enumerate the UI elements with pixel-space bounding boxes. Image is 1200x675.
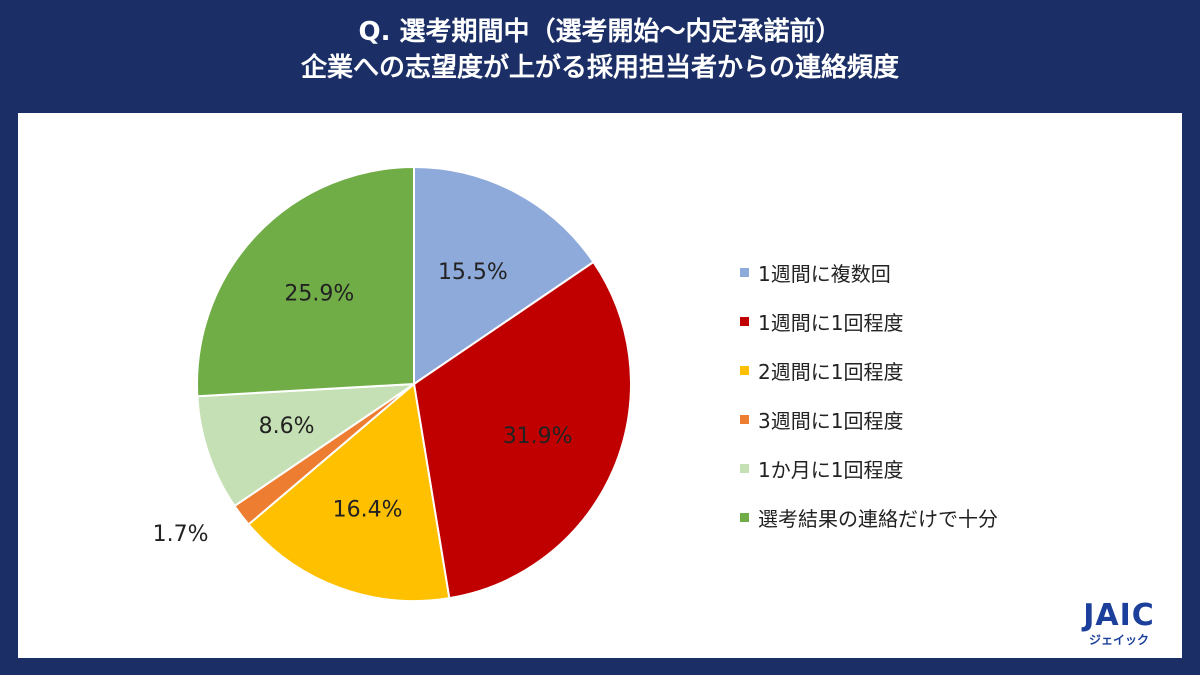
logo-mark: JAIC [1083, 598, 1155, 633]
data-label-once-per-3-weeks: 1.7% [153, 522, 209, 547]
pie-slice-multiple-per-week [413, 165, 595, 386]
pie-slice-result-only [196, 165, 415, 398]
legend-swatch [740, 366, 749, 375]
title-line-1: Q. 選考期間中（選考開始～内定承諾前） [358, 17, 842, 47]
legend-item: 3週間に1回程度 [740, 395, 998, 444]
logo-kana: ジェイック [1088, 633, 1149, 647]
legend-item: 1週間に1回程度 [740, 297, 998, 346]
data-label-once-per-month: 8.6% [259, 414, 315, 439]
data-label-once-per-2-weeks: 16.4% [333, 497, 403, 522]
legend-swatch [740, 464, 749, 473]
jaic-logo: JAIC ジェイック [1074, 601, 1164, 648]
pie-slice-once-per-month [196, 382, 418, 508]
chart-panel: 15.5% 31.9% 16.4% 1.7% 8.6% 25.9% 1週間に複数回 1週間… [18, 113, 1182, 658]
legend-item: 2週間に1回程度 [740, 346, 998, 395]
legend-swatch [740, 268, 749, 277]
legend: 1週間に複数回 1週間に1回程度 2週間に1回程度 3週間に1回程度 1か月に1… [740, 248, 998, 542]
legend-label: 選考結果の連絡だけで十分 [758, 507, 998, 531]
legend-item: 選考結果の連絡だけで十分 [740, 493, 998, 542]
legend-swatch [740, 317, 749, 326]
legend-item: 1か月に1回程度 [740, 444, 998, 493]
chart-title: Q. 選考期間中（選考開始～内定承諾前） 企業への志望度が上がる採用担当者からの… [0, 14, 1200, 86]
pie-slice-once-per-2-weeks [247, 382, 451, 602]
legend-label: 1か月に1回程度 [758, 458, 904, 482]
pie-chart: 15.5% 31.9% 16.4% 1.7% 8.6% 25.9% [153, 165, 632, 602]
legend-item: 1週間に複数回 [740, 248, 998, 297]
legend-label: 1週間に複数回 [758, 262, 891, 286]
data-label-result-only: 25.9% [284, 282, 354, 307]
legend-label: 3週間に1回程度 [758, 409, 904, 433]
title-line-2: 企業への志望度が上がる採用担当者からの連絡頻度 [300, 53, 899, 83]
pie-slice-once-per-week [412, 260, 632, 600]
legend-swatch [740, 513, 749, 522]
legend-swatch [740, 415, 749, 424]
legend-label: 1週間に1回程度 [758, 311, 904, 335]
data-label-multiple-per-week: 15.5% [438, 260, 508, 285]
legend-label: 2週間に1回程度 [758, 360, 904, 384]
data-label-once-per-week: 31.9% [503, 424, 573, 449]
